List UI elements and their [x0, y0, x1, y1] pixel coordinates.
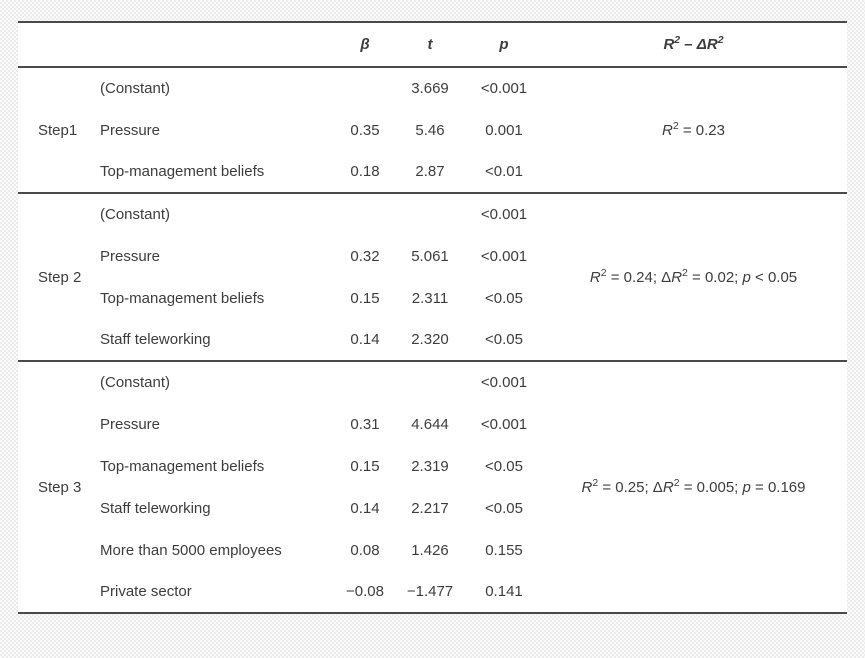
p-cell: 0.001 — [485, 121, 523, 139]
table-row: Top-management beliefs 0.15 2.319 <0.05 — [18, 445, 847, 487]
beta-cell: −0.08 — [346, 583, 384, 600]
variable-cell: More than 5000 employees — [100, 541, 282, 559]
t-cell: −1.477 — [406, 583, 454, 600]
p-cell: <0.001 — [480, 206, 528, 223]
p-cell: <0.05 — [485, 331, 523, 348]
t-cell: 2.311 — [411, 289, 449, 307]
variable-cell: (Constant) — [100, 374, 171, 391]
step-label: Step1 — [38, 121, 78, 139]
p-cell: <0.001 — [480, 247, 528, 265]
p-cell: 0.155 — [485, 541, 523, 559]
beta-cell: 0.32 — [350, 247, 380, 265]
t-cell: 5.061 — [411, 247, 449, 265]
p-cell: <0.001 — [480, 415, 528, 433]
beta-cell — [338, 361, 392, 403]
variable-cell: Staff teleworking — [100, 331, 211, 348]
beta-cell — [338, 67, 392, 109]
t-cell: 3.669 — [411, 80, 449, 97]
beta-cell: 0.31 — [350, 415, 380, 433]
t-cell — [392, 193, 468, 235]
p-cell: <0.001 — [480, 374, 528, 391]
r2-note: R2 = 0.24; ΔR2 = 0.02; p < 0.05 — [589, 266, 798, 286]
t-cell: 2.87 — [415, 163, 445, 180]
p-cell: <0.05 — [485, 499, 523, 517]
header-step — [18, 22, 100, 68]
table-row: Private sector −0.08 −1.477 0.141 — [18, 571, 847, 613]
variable-cell: Pressure — [100, 121, 161, 139]
variable-cell: Staff teleworking — [100, 499, 211, 517]
p-cell: <0.05 — [485, 457, 523, 475]
step-label: Step 2 — [38, 268, 82, 286]
beta-cell: 0.08 — [350, 541, 380, 559]
t-cell: 2.319 — [411, 457, 449, 475]
beta-cell: 0.14 — [350, 499, 380, 517]
header-t: t — [392, 22, 468, 68]
beta-cell: 0.15 — [350, 457, 380, 475]
table-row: Step1 (Constant) 3.669 <0.001 R2 = 0.23 — [18, 67, 847, 139]
table-row: Top-management beliefs 0.15 2.311 <0.05 — [18, 277, 847, 319]
p-cell: <0.01 — [485, 163, 523, 180]
r2-note: R2 = 0.23 — [662, 119, 725, 139]
header-variable — [100, 22, 338, 68]
p-cell: 0.141 — [485, 583, 523, 600]
variable-cell: (Constant) — [100, 80, 171, 97]
t-cell — [392, 361, 468, 403]
variable-cell: Top-management beliefs — [100, 289, 265, 307]
t-cell: 5.46 — [415, 121, 445, 139]
step-label: Step 3 — [38, 478, 82, 496]
table-row: More than 5000 employees 0.08 1.426 0.155 — [18, 529, 847, 571]
variable-cell: Pressure — [100, 415, 161, 433]
table-row: Step 2 (Constant) <0.001 R2 = 0.24; ΔR2 = 0… — [18, 193, 847, 286]
beta-cell: 0.14 — [350, 331, 380, 348]
variable-cell: Top-management beliefs — [100, 163, 265, 180]
table-row: Pressure 0.32 5.061 <0.001 — [18, 235, 847, 277]
regression-table: β t p R2 – ΔR2 Step1 (Constant) 3.669 <0.00… — [18, 21, 847, 614]
table-row: Pressure 0.31 4.644 <0.001 — [18, 403, 847, 445]
t-cell: 4.644 — [411, 415, 449, 433]
beta-cell — [338, 193, 392, 235]
table-row: Staff teleworking 0.14 2.217 <0.05 — [18, 487, 847, 529]
regression-table-container: β t p R2 – ΔR2 Step1 (Constant) 3.669 <0.00… — [18, 21, 847, 614]
variable-cell: Pressure — [100, 247, 161, 265]
r2-note: R2 = 0.25; ΔR2 = 0.005; p = 0.169 — [581, 476, 806, 496]
variable-cell: Private sector — [100, 583, 192, 600]
p-cell: <0.05 — [485, 289, 523, 307]
t-cell: 2.320 — [411, 331, 449, 348]
step-group-3: Step 3 (Constant) <0.001 R2 = 0.25; ΔR2 = 0… — [18, 361, 847, 613]
variable-cell: Top-management beliefs — [100, 457, 265, 475]
beta-cell: 0.18 — [350, 163, 380, 180]
p-cell: <0.001 — [480, 80, 528, 97]
table-row: Staff teleworking 0.14 2.320 <0.05 — [18, 319, 847, 361]
table-row: Step 3 (Constant) <0.001 R2 = 0.25; ΔR2 = 0… — [18, 361, 847, 496]
step-group-2: Step 2 (Constant) <0.001 R2 = 0.24; ΔR2 = 0… — [18, 193, 847, 361]
t-cell: 1.426 — [411, 541, 449, 559]
table-row: Pressure 0.35 5.46 0.001 — [18, 109, 847, 151]
step-group-1: Step1 (Constant) 3.669 <0.001 R2 = 0.23 Press… — [18, 67, 847, 193]
variable-cell: (Constant) — [100, 206, 171, 223]
beta-cell: 0.35 — [350, 121, 380, 139]
header-p: p — [468, 22, 540, 68]
t-cell: 2.217 — [411, 499, 449, 517]
header-r2-delta-r2: R2 – ΔR2 — [540, 22, 847, 68]
beta-cell: 0.15 — [350, 289, 380, 307]
table-row: Top-management beliefs 0.18 2.87 <0.01 — [18, 151, 847, 193]
table-header-row: β t p R2 – ΔR2 — [18, 22, 847, 68]
header-beta: β — [338, 22, 392, 68]
